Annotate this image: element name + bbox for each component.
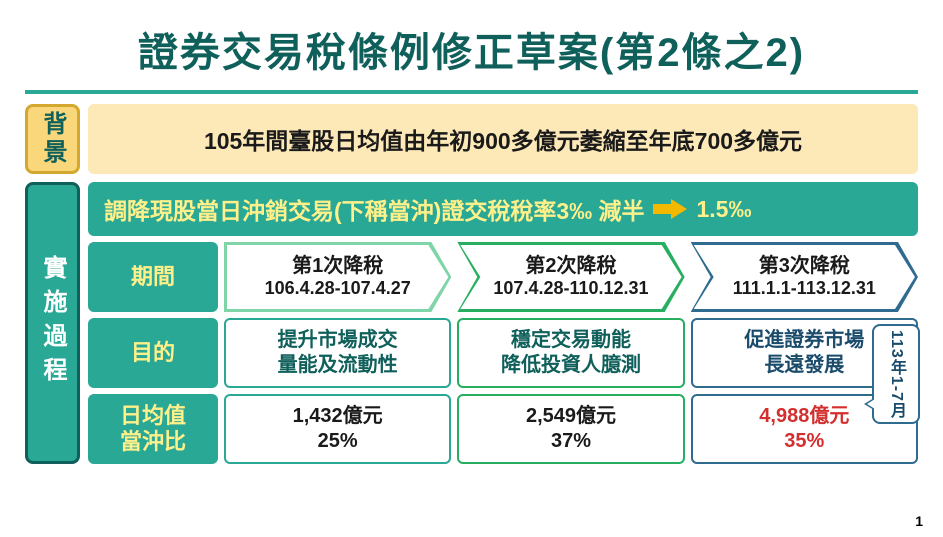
phase1-chevron: 第1次降稅 106.4.28-107.4.27 (224, 242, 451, 312)
note-bubble: 113年1-7月 (872, 324, 920, 424)
rate-reduction-row: 調降現股當日沖銷交易(下稱當沖)證交稅稅率3‰ 減半 1.5‰ (88, 182, 918, 236)
arrow-right-icon (653, 199, 689, 219)
avg-ratio: 25% (318, 429, 358, 454)
avg-value: 4,988億元 (759, 404, 849, 429)
row-header-period: 期間 (88, 242, 218, 312)
phase2-avg: 2,549億元 37% (457, 394, 684, 464)
rate-text: 調降現股當日沖銷交易(下稱當沖)證交稅稅率3‰ 減半 (104, 192, 645, 226)
phase2-chevron: 第2次降稅 107.4.28-110.12.31 (457, 242, 684, 312)
title-underline (25, 90, 918, 94)
process-section: 實施過程 調降現股當日沖銷交易(下稱當沖)證交稅稅率3‰ 減半 1.5‰ 期間 … (25, 182, 918, 464)
rate-after: 1.5‰ (697, 196, 752, 223)
process-label: 實施過程 (25, 182, 80, 464)
process-content: 調降現股當日沖銷交易(下稱當沖)證交稅稅率3‰ 減半 1.5‰ 期間 第1次降稅… (88, 182, 918, 464)
purpose-line2: 長遠發展 (764, 353, 844, 378)
phase2-purpose: 穩定交易動能 降低投資人臆測 (457, 318, 684, 388)
phase-grid: 期間 第1次降稅 106.4.28-107.4.27 第2次降稅 107.4.2… (88, 242, 918, 464)
background-label: 背景 (25, 104, 80, 174)
purpose-line2: 量能及流動性 (278, 353, 398, 378)
row-header-purpose: 目的 (88, 318, 218, 388)
page-number: 1 (915, 513, 923, 529)
purpose-line1: 促進證券市場 (744, 328, 864, 353)
phase1-title: 第1次降稅 (265, 254, 411, 278)
phase3-chevron: 第3次降稅 111.1.1-113.12.31 (691, 242, 918, 312)
avg-value: 1,432億元 (293, 404, 383, 429)
avg-value: 2,549億元 (526, 404, 616, 429)
purpose-line1: 提升市場成交 (278, 328, 398, 353)
avg-ratio: 35% (784, 429, 824, 454)
purpose-line2: 降低投資人臆測 (501, 353, 641, 378)
background-row: 背景 105年間臺股日均值由年初900多億元萎縮至年底700多億元 (25, 104, 918, 174)
purpose-line1: 穩定交易動能 (511, 328, 631, 353)
phase1-purpose: 提升市場成交 量能及流動性 (224, 318, 451, 388)
phase1-period: 106.4.28-107.4.27 (265, 278, 411, 300)
avg-ratio: 37% (551, 429, 591, 454)
phase2-period: 107.4.28-110.12.31 (493, 278, 648, 300)
background-content: 105年間臺股日均值由年初900多億元萎縮至年底700多億元 (88, 104, 918, 174)
phase3-period: 111.1.1-113.12.31 (733, 278, 876, 300)
phase2-title: 第2次降稅 (493, 254, 648, 278)
page-title: 證券交易稅條例修正草案(第2條之2) (25, 20, 918, 78)
phase1-avg: 1,432億元 25% (224, 394, 451, 464)
row-header-avg: 日均值 當沖比 (88, 394, 218, 464)
phase3-title: 第3次降稅 (733, 254, 876, 278)
